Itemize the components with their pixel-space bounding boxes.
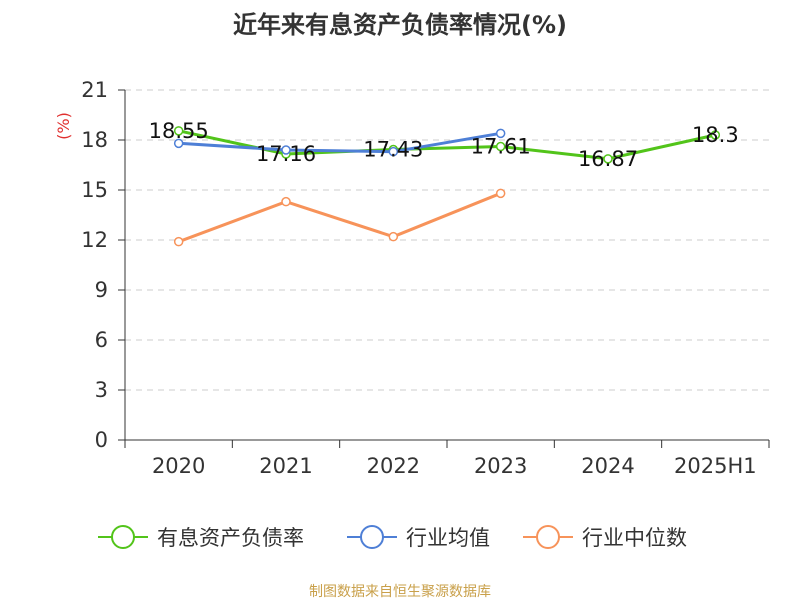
grid-lines [125, 89, 769, 391]
data-point [388, 231, 399, 242]
y-tick-label: 9 [95, 278, 108, 302]
data-label: 17.61 [471, 135, 531, 159]
axes [118, 89, 770, 448]
series-line [178, 131, 501, 154]
data-point [495, 141, 506, 152]
data-point [710, 130, 721, 140]
data-point [281, 196, 291, 207]
data-point [173, 236, 184, 247]
x-tick-label: 2025H1 [674, 454, 757, 478]
data-point [281, 145, 291, 155]
legend-label: 行业中位数 [582, 526, 687, 550]
y-tick-label: 12 [81, 228, 108, 252]
legend-label: 有息资产负债率 [157, 526, 304, 550]
x-tick-label: 2023 [474, 454, 527, 478]
y-tick-label: 0 [95, 428, 108, 452]
legend-label: 行业均值 [406, 526, 490, 550]
y-tick-label: 15 [81, 178, 108, 202]
x-tick-label: 2021 [259, 454, 312, 478]
x-tick-label: 2022 [367, 454, 420, 478]
data-labels: 18.55 17.16 17.43 17.61 16.87 18.3 [149, 119, 739, 171]
y-tick-labels: 0 3 6 9 12 15 18 21 [81, 78, 108, 452]
series-line [178, 191, 502, 244]
data-point [603, 154, 613, 164]
data-label: 18.3 [692, 123, 739, 147]
legend-marker [111, 525, 135, 549]
legend-marker [360, 525, 384, 549]
data-point [173, 126, 184, 136]
data-label: 17.16 [256, 142, 316, 166]
series-lines [173, 126, 721, 247]
source-note: 制图数据来自恒生聚源数据库 [309, 584, 491, 600]
data-point [495, 128, 506, 139]
y-tick-label: 18 [81, 128, 108, 152]
x-tick-labels: 2020 2021 2022 2023 2024 2025H1 [152, 454, 757, 478]
y-tick-label: 21 [81, 78, 108, 102]
data-label: 18.55 [149, 119, 209, 143]
data-label: 16.87 [578, 147, 638, 171]
legend-marker [536, 525, 560, 549]
data-label: 17.43 [363, 138, 423, 162]
legend-item: 行业均值 [347, 525, 490, 550]
y-tick-label: 3 [95, 378, 108, 402]
legend-item: 有息资产负债率 [98, 525, 304, 550]
x-tick-label: 2024 [581, 454, 634, 478]
legend-item: 行业中位数 [523, 525, 687, 550]
data-point [173, 138, 184, 149]
y-tick-label: 6 [95, 328, 108, 352]
chart-title: 近年来有息资产负债率情况(%) [233, 11, 567, 39]
data-point [388, 146, 399, 157]
data-point [495, 188, 506, 199]
legend: 有息资产负债率 行业均值 行业中位数 [98, 525, 687, 550]
x-tick-label: 2020 [152, 454, 205, 478]
y-axis-unit: (%) [54, 112, 73, 140]
